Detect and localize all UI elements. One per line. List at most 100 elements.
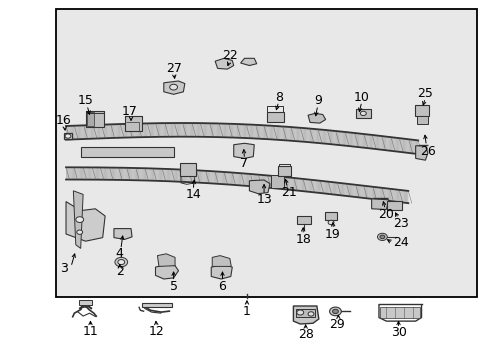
- Polygon shape: [369, 135, 370, 148]
- Polygon shape: [66, 167, 67, 180]
- Polygon shape: [375, 187, 377, 199]
- Polygon shape: [219, 172, 220, 184]
- Polygon shape: [190, 123, 192, 137]
- Polygon shape: [285, 127, 287, 140]
- Polygon shape: [157, 254, 175, 266]
- Circle shape: [76, 217, 83, 222]
- Polygon shape: [350, 184, 351, 197]
- Polygon shape: [376, 135, 377, 149]
- Polygon shape: [220, 123, 221, 137]
- Polygon shape: [95, 167, 96, 180]
- Polygon shape: [309, 180, 310, 192]
- Polygon shape: [142, 168, 143, 180]
- Polygon shape: [386, 188, 387, 201]
- Polygon shape: [139, 123, 140, 137]
- Polygon shape: [79, 125, 80, 139]
- Polygon shape: [389, 189, 390, 201]
- Polygon shape: [365, 186, 366, 198]
- Polygon shape: [152, 123, 153, 137]
- Polygon shape: [72, 167, 73, 180]
- Polygon shape: [133, 123, 134, 138]
- Polygon shape: [235, 173, 236, 185]
- Polygon shape: [348, 132, 349, 146]
- Polygon shape: [328, 182, 330, 194]
- Text: 4: 4: [116, 247, 123, 260]
- Polygon shape: [408, 139, 409, 153]
- Polygon shape: [249, 174, 250, 186]
- Polygon shape: [106, 125, 107, 138]
- Polygon shape: [100, 167, 102, 180]
- Text: 16: 16: [56, 114, 71, 127]
- Polygon shape: [367, 186, 368, 199]
- Polygon shape: [129, 168, 130, 180]
- Polygon shape: [345, 132, 346, 146]
- Polygon shape: [285, 177, 286, 189]
- Polygon shape: [357, 185, 358, 197]
- Polygon shape: [313, 129, 314, 143]
- Polygon shape: [142, 123, 143, 137]
- Polygon shape: [68, 126, 69, 140]
- Polygon shape: [113, 168, 114, 180]
- Polygon shape: [164, 169, 165, 181]
- Polygon shape: [311, 129, 313, 143]
- Polygon shape: [134, 123, 135, 137]
- Polygon shape: [150, 168, 152, 181]
- Polygon shape: [199, 170, 200, 183]
- Polygon shape: [415, 140, 416, 154]
- Polygon shape: [179, 170, 180, 182]
- Polygon shape: [66, 202, 105, 241]
- Text: 9: 9: [313, 94, 321, 107]
- Polygon shape: [339, 183, 340, 195]
- Polygon shape: [256, 125, 258, 139]
- Text: 11: 11: [82, 325, 98, 338]
- Bar: [386, 201, 401, 210]
- Polygon shape: [351, 133, 353, 147]
- Polygon shape: [156, 168, 157, 181]
- Circle shape: [360, 111, 366, 116]
- Polygon shape: [372, 135, 374, 149]
- Polygon shape: [163, 169, 164, 181]
- Polygon shape: [199, 123, 200, 137]
- Circle shape: [307, 312, 313, 316]
- Polygon shape: [184, 170, 186, 182]
- Polygon shape: [224, 123, 225, 137]
- Polygon shape: [250, 125, 251, 138]
- Polygon shape: [190, 170, 192, 182]
- Polygon shape: [121, 124, 122, 138]
- Polygon shape: [187, 170, 188, 182]
- Polygon shape: [414, 140, 415, 154]
- Text: 12: 12: [148, 325, 164, 338]
- Polygon shape: [192, 170, 193, 183]
- Polygon shape: [92, 125, 93, 139]
- Bar: [124, 116, 142, 131]
- Polygon shape: [358, 185, 360, 198]
- Text: 1: 1: [243, 305, 250, 318]
- Polygon shape: [308, 180, 309, 192]
- Circle shape: [327, 220, 333, 225]
- Polygon shape: [240, 58, 256, 66]
- Polygon shape: [177, 169, 178, 182]
- Polygon shape: [325, 181, 326, 194]
- Polygon shape: [277, 176, 278, 189]
- Polygon shape: [89, 125, 91, 139]
- Polygon shape: [416, 140, 417, 154]
- Polygon shape: [213, 171, 214, 184]
- Polygon shape: [296, 178, 297, 190]
- Polygon shape: [138, 168, 139, 180]
- Polygon shape: [316, 129, 317, 143]
- Polygon shape: [409, 139, 410, 153]
- Polygon shape: [353, 133, 354, 147]
- Polygon shape: [216, 123, 218, 137]
- Polygon shape: [308, 129, 309, 142]
- Polygon shape: [390, 189, 391, 201]
- Polygon shape: [117, 168, 119, 180]
- Text: 21: 21: [280, 186, 296, 199]
- Text: 27: 27: [165, 62, 181, 75]
- Polygon shape: [90, 167, 91, 180]
- Polygon shape: [209, 171, 210, 183]
- Polygon shape: [125, 168, 126, 180]
- Polygon shape: [204, 171, 205, 183]
- Polygon shape: [192, 123, 193, 137]
- Polygon shape: [396, 138, 397, 152]
- Polygon shape: [314, 180, 315, 193]
